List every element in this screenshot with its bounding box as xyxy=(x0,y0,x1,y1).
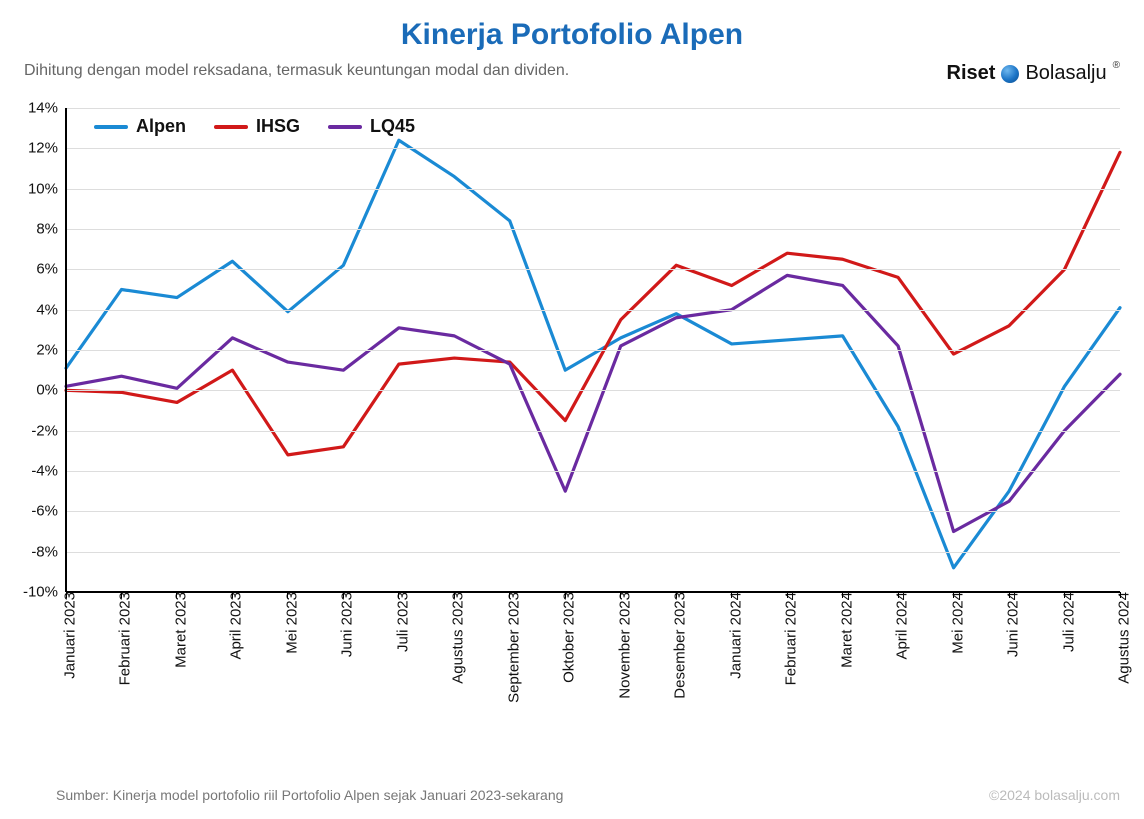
brand-registered-icon: ® xyxy=(1113,60,1120,71)
xtick-mark xyxy=(787,592,788,598)
legend-swatch xyxy=(94,125,128,129)
source-note: Sumber: Kinerja model portofolio riil Po… xyxy=(56,787,563,803)
xtick-mark xyxy=(1064,592,1065,598)
xtick-mark xyxy=(121,592,122,598)
brand-riset: Riset xyxy=(947,62,996,85)
xtick-mark xyxy=(842,592,843,598)
xtick-mark xyxy=(565,592,566,598)
brand-ball-icon xyxy=(1001,65,1019,83)
y-axis xyxy=(65,108,67,592)
xtick-label: Agustus 2024 xyxy=(1108,592,1133,684)
xtick-label: September 2023 xyxy=(497,592,522,703)
legend-item-ihsg: IHSG xyxy=(214,116,300,137)
series-line-alpen xyxy=(66,140,1120,568)
copyright-note: ©2024 bolasalju.com xyxy=(989,787,1120,803)
xtick-mark xyxy=(1009,592,1010,598)
xtick-label: Maret 2023 xyxy=(164,592,189,668)
xtick-label: Februari 2023 xyxy=(109,592,134,685)
xtick-mark xyxy=(953,592,954,598)
gridline xyxy=(66,189,1120,190)
xtick-label: Juni 2023 xyxy=(331,592,356,657)
brand-name: Bolasalju xyxy=(1025,62,1106,85)
legend-label: LQ45 xyxy=(370,116,415,137)
ytick-label: 10% xyxy=(28,180,66,197)
gridline xyxy=(66,471,1120,472)
gridline xyxy=(66,108,1120,109)
gridline xyxy=(66,229,1120,230)
ytick-label: 6% xyxy=(36,261,66,278)
series-line-lq45 xyxy=(66,275,1120,531)
xtick-mark xyxy=(731,592,732,598)
xtick-mark xyxy=(287,592,288,598)
gridline xyxy=(66,431,1120,432)
legend-label: Alpen xyxy=(136,116,186,137)
xtick-label: November 2023 xyxy=(608,592,633,699)
xtick-label: Mei 2023 xyxy=(275,592,300,654)
chart-container: Kinerja Portofolio Alpen Dihitung dengan… xyxy=(0,0,1144,819)
gridline xyxy=(66,552,1120,553)
ytick-label: 0% xyxy=(36,382,66,399)
ytick-label: 4% xyxy=(36,301,66,318)
ytick-label: -8% xyxy=(31,543,66,560)
xtick-label: Desember 2023 xyxy=(664,592,689,699)
xtick-label: Juni 2024 xyxy=(997,592,1022,657)
xtick-mark xyxy=(676,592,677,598)
gridline xyxy=(66,310,1120,311)
xtick-label: April 2023 xyxy=(220,592,245,660)
legend-label: IHSG xyxy=(256,116,300,137)
xtick-label: Maret 2024 xyxy=(830,592,855,668)
ytick-label: 14% xyxy=(28,100,66,117)
xtick-label: April 2024 xyxy=(886,592,911,660)
gridline xyxy=(66,511,1120,512)
plot-area: -10%-8%-6%-4%-2%0%2%4%6%8%10%12%14%Janua… xyxy=(66,108,1120,592)
series-line-ihsg xyxy=(66,152,1120,455)
ytick-label: -6% xyxy=(31,503,66,520)
xtick-label: Juli 2024 xyxy=(1052,592,1077,652)
gridline xyxy=(66,269,1120,270)
xtick-mark xyxy=(620,592,621,598)
xtick-mark xyxy=(343,592,344,598)
xtick-label: Juli 2023 xyxy=(386,592,411,652)
xtick-label: Oktober 2023 xyxy=(553,592,578,683)
legend-item-alpen: Alpen xyxy=(94,116,186,137)
legend-swatch xyxy=(214,125,248,129)
ytick-label: 8% xyxy=(36,221,66,238)
xtick-mark xyxy=(898,592,899,598)
ytick-label: -2% xyxy=(31,422,66,439)
xtick-label: Januari 2023 xyxy=(54,592,79,679)
ytick-label: -4% xyxy=(31,463,66,480)
legend-swatch xyxy=(328,125,362,129)
xtick-mark xyxy=(176,592,177,598)
xtick-label: Agustus 2023 xyxy=(442,592,467,684)
xtick-mark xyxy=(398,592,399,598)
xtick-label: Mei 2024 xyxy=(941,592,966,654)
ytick-label: 12% xyxy=(28,140,66,157)
xtick-label: Februari 2024 xyxy=(775,592,800,685)
gridline xyxy=(66,350,1120,351)
xtick-mark xyxy=(509,592,510,598)
xtick-label: Januari 2024 xyxy=(719,592,744,679)
gridline xyxy=(66,390,1120,391)
chart-title: Kinerja Portofolio Alpen xyxy=(24,18,1120,52)
gridline xyxy=(66,148,1120,149)
legend: Alpen IHSG LQ45 xyxy=(94,116,415,137)
xtick-mark xyxy=(232,592,233,598)
ytick-label: 2% xyxy=(36,342,66,359)
xtick-mark xyxy=(66,592,67,598)
xtick-mark xyxy=(454,592,455,598)
xtick-mark xyxy=(1120,592,1121,598)
brand-badge: Riset Bolasalju ® xyxy=(947,62,1120,85)
legend-item-lq45: LQ45 xyxy=(328,116,415,137)
